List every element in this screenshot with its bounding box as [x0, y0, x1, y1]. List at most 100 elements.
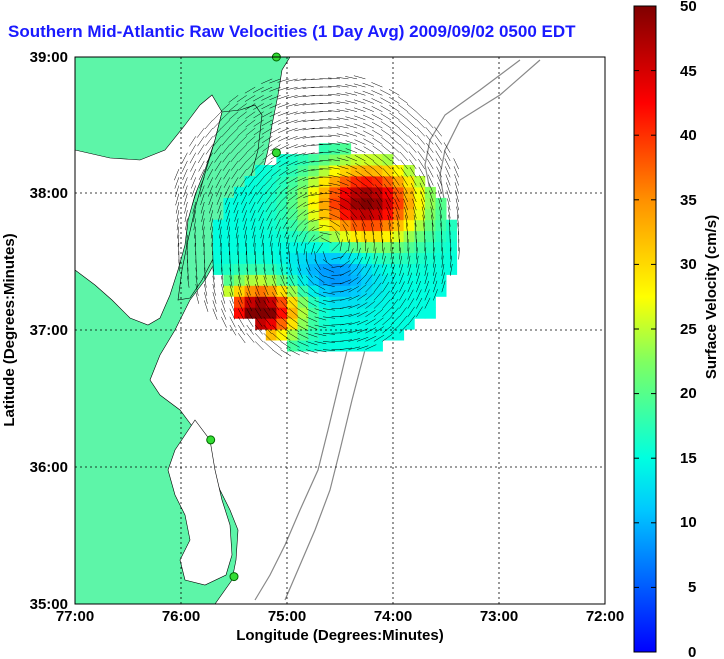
velocity-cell: [340, 285, 352, 297]
velocity-arrow: [436, 166, 443, 178]
velocity-arrow: [307, 234, 315, 245]
velocity-arrow: [306, 341, 318, 346]
velocity-cell: [244, 307, 256, 319]
velocity-arrow: [263, 300, 271, 311]
colorbar-tick-label: 20: [680, 385, 697, 402]
velocity-arrow: [424, 264, 428, 276]
velocity-cell: [350, 197, 362, 210]
velocity-arrow: [336, 109, 349, 112]
velocity-cell: [371, 318, 383, 330]
velocity-arrow: [319, 232, 332, 236]
velocity-arrow: [427, 174, 434, 186]
velocity-arrow: [372, 137, 383, 145]
velocity-arrow: [382, 168, 392, 178]
velocity-arrow: [345, 108, 358, 112]
velocity-arrow: [336, 117, 349, 121]
velocity-arrow: [183, 193, 188, 206]
velocity-cell: [329, 307, 341, 319]
velocity-arrow: [406, 103, 417, 112]
velocity-cell: [340, 197, 352, 210]
velocity-arrow: [237, 316, 245, 328]
velocity-cell: [308, 285, 320, 297]
velocity-arrow: [261, 136, 273, 144]
velocity-arrow: [390, 307, 399, 317]
velocity-cell: [414, 285, 426, 297]
velocity-arrow: [338, 203, 349, 211]
velocity-arrow: [181, 152, 188, 164]
velocity-arrow: [245, 127, 256, 136]
velocity-cell: [234, 307, 246, 319]
velocity-cell: [212, 230, 224, 243]
velocity-arrow: [314, 349, 327, 353]
velocity-arrow: [221, 267, 224, 280]
velocity-arrow: [408, 143, 417, 153]
velocity-arrow: [373, 168, 383, 178]
velocity-arrow: [288, 341, 300, 348]
velocity-arrow: [222, 144, 230, 155]
velocity-arrow: [407, 119, 417, 129]
velocity-cell: [329, 197, 341, 210]
velocity-arrow: [280, 332, 291, 341]
velocity-arrow: [195, 283, 199, 296]
velocity-arrow: [389, 96, 400, 104]
velocity-arrow: [263, 177, 273, 187]
velocity-arrow: [262, 144, 273, 152]
velocity-arrow: [328, 126, 341, 129]
velocity-arrow: [263, 308, 271, 319]
velocity-arrow: [280, 308, 290, 318]
velocity-cell: [361, 176, 373, 188]
velocity-arrow: [246, 292, 252, 304]
velocity-arrow: [444, 150, 451, 162]
velocity-cell: [255, 230, 267, 243]
velocity-arrow: [399, 324, 408, 334]
velocity-arrow: [294, 152, 307, 157]
velocity-cell: [244, 197, 256, 210]
velocity-arrow: [245, 242, 247, 256]
velocity-arrow: [263, 283, 269, 296]
velocity-cell: [297, 165, 309, 177]
velocity-arrow: [339, 322, 352, 326]
velocity-arrow: [405, 222, 409, 235]
velocity-cell: [287, 154, 299, 166]
velocity-arrow: [271, 275, 277, 288]
velocity-arrow: [311, 119, 324, 121]
velocity-arrow: [429, 190, 434, 203]
station-marker: [206, 435, 216, 445]
velocity-arrow: [215, 177, 222, 189]
velocity-arrow: [246, 300, 253, 312]
velocity-arrow: [200, 201, 205, 214]
velocity-cell: [265, 165, 277, 177]
velocity-arrow: [373, 247, 377, 260]
velocity-arrow: [269, 234, 273, 247]
velocity-cell: [329, 274, 341, 286]
velocity-arrow: [237, 136, 247, 145]
velocity-arrow: [263, 324, 272, 335]
velocity-arrow: [231, 177, 239, 188]
velocity-cell: [350, 296, 362, 308]
velocity-cell: [361, 274, 373, 286]
velocity-arrow: [291, 226, 298, 238]
velocity-cell: [223, 241, 235, 253]
velocity-cell: [255, 241, 267, 253]
velocity-arrow: [261, 119, 273, 127]
velocity-arrow: [328, 174, 341, 178]
velocity-cell: [435, 197, 447, 210]
velocity-arrow: [255, 341, 264, 351]
velocity-cell: [371, 285, 383, 297]
velocity-cell: [297, 197, 309, 210]
velocity-arrow: [390, 144, 400, 153]
velocity-arrow: [412, 206, 417, 219]
velocity-arrow: [254, 316, 263, 327]
velocity-cell: [276, 285, 288, 297]
velocity-cell: [382, 165, 394, 177]
velocity-cell: [371, 197, 383, 210]
velocity-arrow: [302, 168, 315, 173]
velocity-cell: [414, 208, 426, 221]
velocity-arrow: [401, 175, 409, 186]
velocity-cell: [361, 340, 373, 352]
velocity-arrow: [356, 185, 366, 194]
velocity-arrow: [311, 136, 324, 138]
velocity-arrow: [195, 292, 200, 304]
velocity-arrow: [314, 251, 317, 264]
velocity-arrow: [288, 283, 297, 295]
